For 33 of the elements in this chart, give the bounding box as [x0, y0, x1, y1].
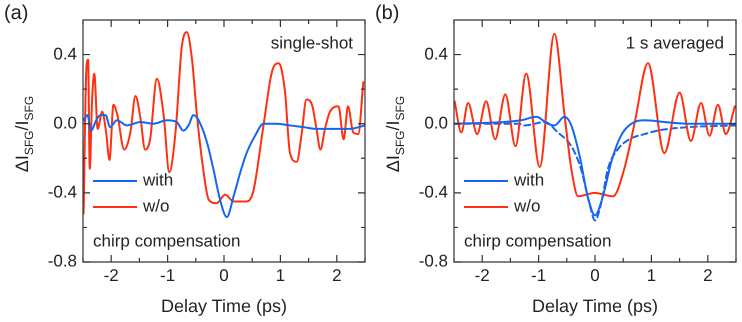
x-tick-label: 1	[646, 266, 656, 285]
y-tick-label: 0.0	[53, 113, 77, 132]
x-tick-label: 2	[332, 266, 342, 285]
legend-label: w/o	[513, 196, 540, 216]
y-tick-label: -0.4	[418, 182, 448, 202]
x-tick-label: -1	[531, 266, 546, 285]
annotation: chirp compensation	[93, 232, 240, 251]
line-series	[83, 114, 365, 218]
legend-label: w/o	[142, 196, 170, 216]
y-tick-label: 0.4	[53, 44, 77, 64]
x-tick-label: -2	[104, 266, 119, 285]
line-series	[83, 31, 364, 215]
y-tick-label: 0.4	[424, 44, 448, 64]
x-tick-label: 1	[276, 266, 286, 285]
x-tick-label: 2	[703, 266, 713, 285]
chart-title: (b)	[375, 2, 400, 25]
x-tick-label: 0	[590, 266, 600, 285]
x-axis-title: Delay Time (ps)	[160, 296, 288, 316]
legend-label: with	[513, 170, 544, 190]
x-tick-label: -1	[160, 266, 176, 285]
annotation: single-shot	[270, 34, 354, 53]
chart-title: (a)	[4, 2, 28, 25]
annotation: 1 s averaged	[626, 34, 724, 53]
line-series	[454, 32, 736, 198]
y-tick-label: 0.0	[424, 113, 448, 132]
legend-label: with	[142, 170, 174, 190]
y-tick-label: -0.8	[418, 252, 448, 271]
x-tick-label: 0	[219, 266, 229, 285]
annotation: chirp compensation	[464, 232, 612, 251]
y-tick-label: -0.8	[48, 252, 77, 271]
x-axis-title: Delay Time (ps)	[532, 296, 658, 316]
x-tick-label: -2	[474, 266, 490, 285]
y-tick-label: -0.4	[48, 182, 77, 202]
